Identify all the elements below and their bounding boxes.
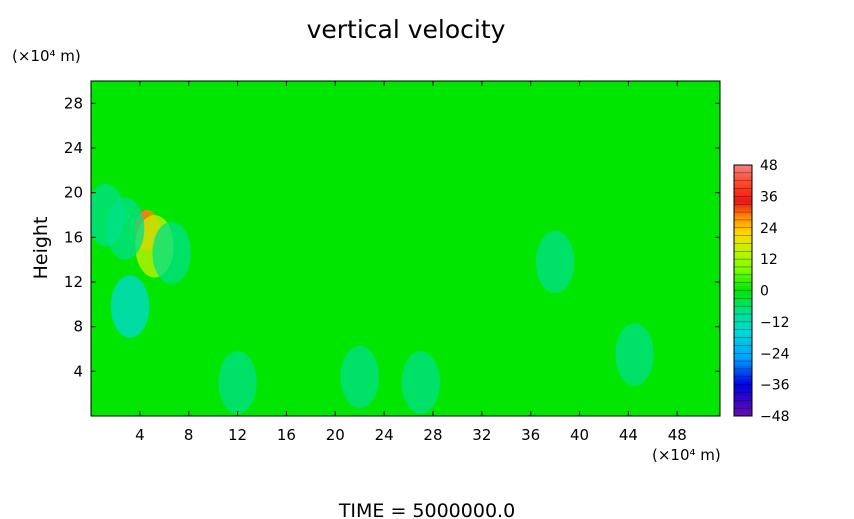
colorbar-tick-label: −36: [760, 378, 790, 394]
y-tick-label: 16: [64, 228, 83, 246]
chart-title: vertical velocity: [307, 15, 506, 44]
colorbar-ticks: 48 36 24 12 0 −12 −24 −36 −48: [760, 158, 790, 425]
colorbar-tick-label: −24: [760, 346, 790, 362]
heatmap-feature-11: [615, 323, 654, 386]
x-tick-label: 4: [135, 426, 145, 444]
x-tick-label: 40: [570, 426, 589, 444]
y-axis-label: Height: [30, 217, 52, 280]
y-tick-label: 4: [73, 362, 83, 380]
y-tick-label: 8: [73, 318, 83, 336]
heatmap-feature-6: [110, 275, 150, 338]
heatmap-feature-7: [152, 221, 191, 285]
colorbar-tick-label: 24: [760, 221, 778, 237]
y-tick-label: 20: [64, 184, 83, 202]
x-tick-label: 20: [326, 426, 345, 444]
y-tick-label: 24: [64, 139, 83, 157]
colorbar-tick-label: 0: [760, 284, 769, 300]
heatmap-feature-5: [91, 183, 125, 247]
time-caption: TIME = 5000000.0: [338, 500, 515, 519]
heatmap-feature-8: [535, 230, 575, 294]
colorbar-tick-label: −48: [760, 409, 790, 425]
colorbar-tick-label: 12: [760, 252, 778, 268]
plot-area: [90, 80, 721, 417]
heatmap-field: [91, 183, 654, 414]
x-tick-label: 16: [277, 426, 296, 444]
heatmap-feature-9: [401, 351, 440, 414]
heatmap-feature-10: [340, 345, 379, 409]
colorbar: 48 36 24 12 0 −12 −24 −36 −48: [733, 158, 790, 425]
colorbar-tick-label: 36: [760, 189, 778, 205]
colorbar-tick-label: −12: [760, 315, 790, 331]
plot-frame: [90, 80, 721, 417]
heatmap-feature-12: [218, 351, 257, 414]
plot-background: [91, 81, 720, 416]
x-tick-label: 12: [228, 426, 247, 444]
y-tick-label: 12: [64, 273, 83, 291]
y-axis: 4 8 12 16 20 24 28: [64, 94, 720, 380]
x-tick-label: 28: [423, 426, 442, 444]
x-tick-label: 36: [521, 426, 540, 444]
x-tick-label: 8: [184, 426, 194, 444]
x-unit-label: (×10⁴ m): [652, 446, 721, 464]
x-axis: 4 8 12 16 20 24 28 32 36 40 44 48: [135, 81, 687, 444]
colorbar-tick-label: 48: [760, 158, 778, 174]
x-tick-label: 24: [375, 426, 394, 444]
y-tick-label: 28: [64, 94, 83, 112]
x-tick-label: 32: [472, 426, 491, 444]
x-tick-label: 44: [619, 426, 638, 444]
colorbar-bands: [734, 172, 752, 409]
x-tick-label: 48: [668, 426, 687, 444]
y-unit-label: (×10⁴ m): [12, 47, 81, 65]
